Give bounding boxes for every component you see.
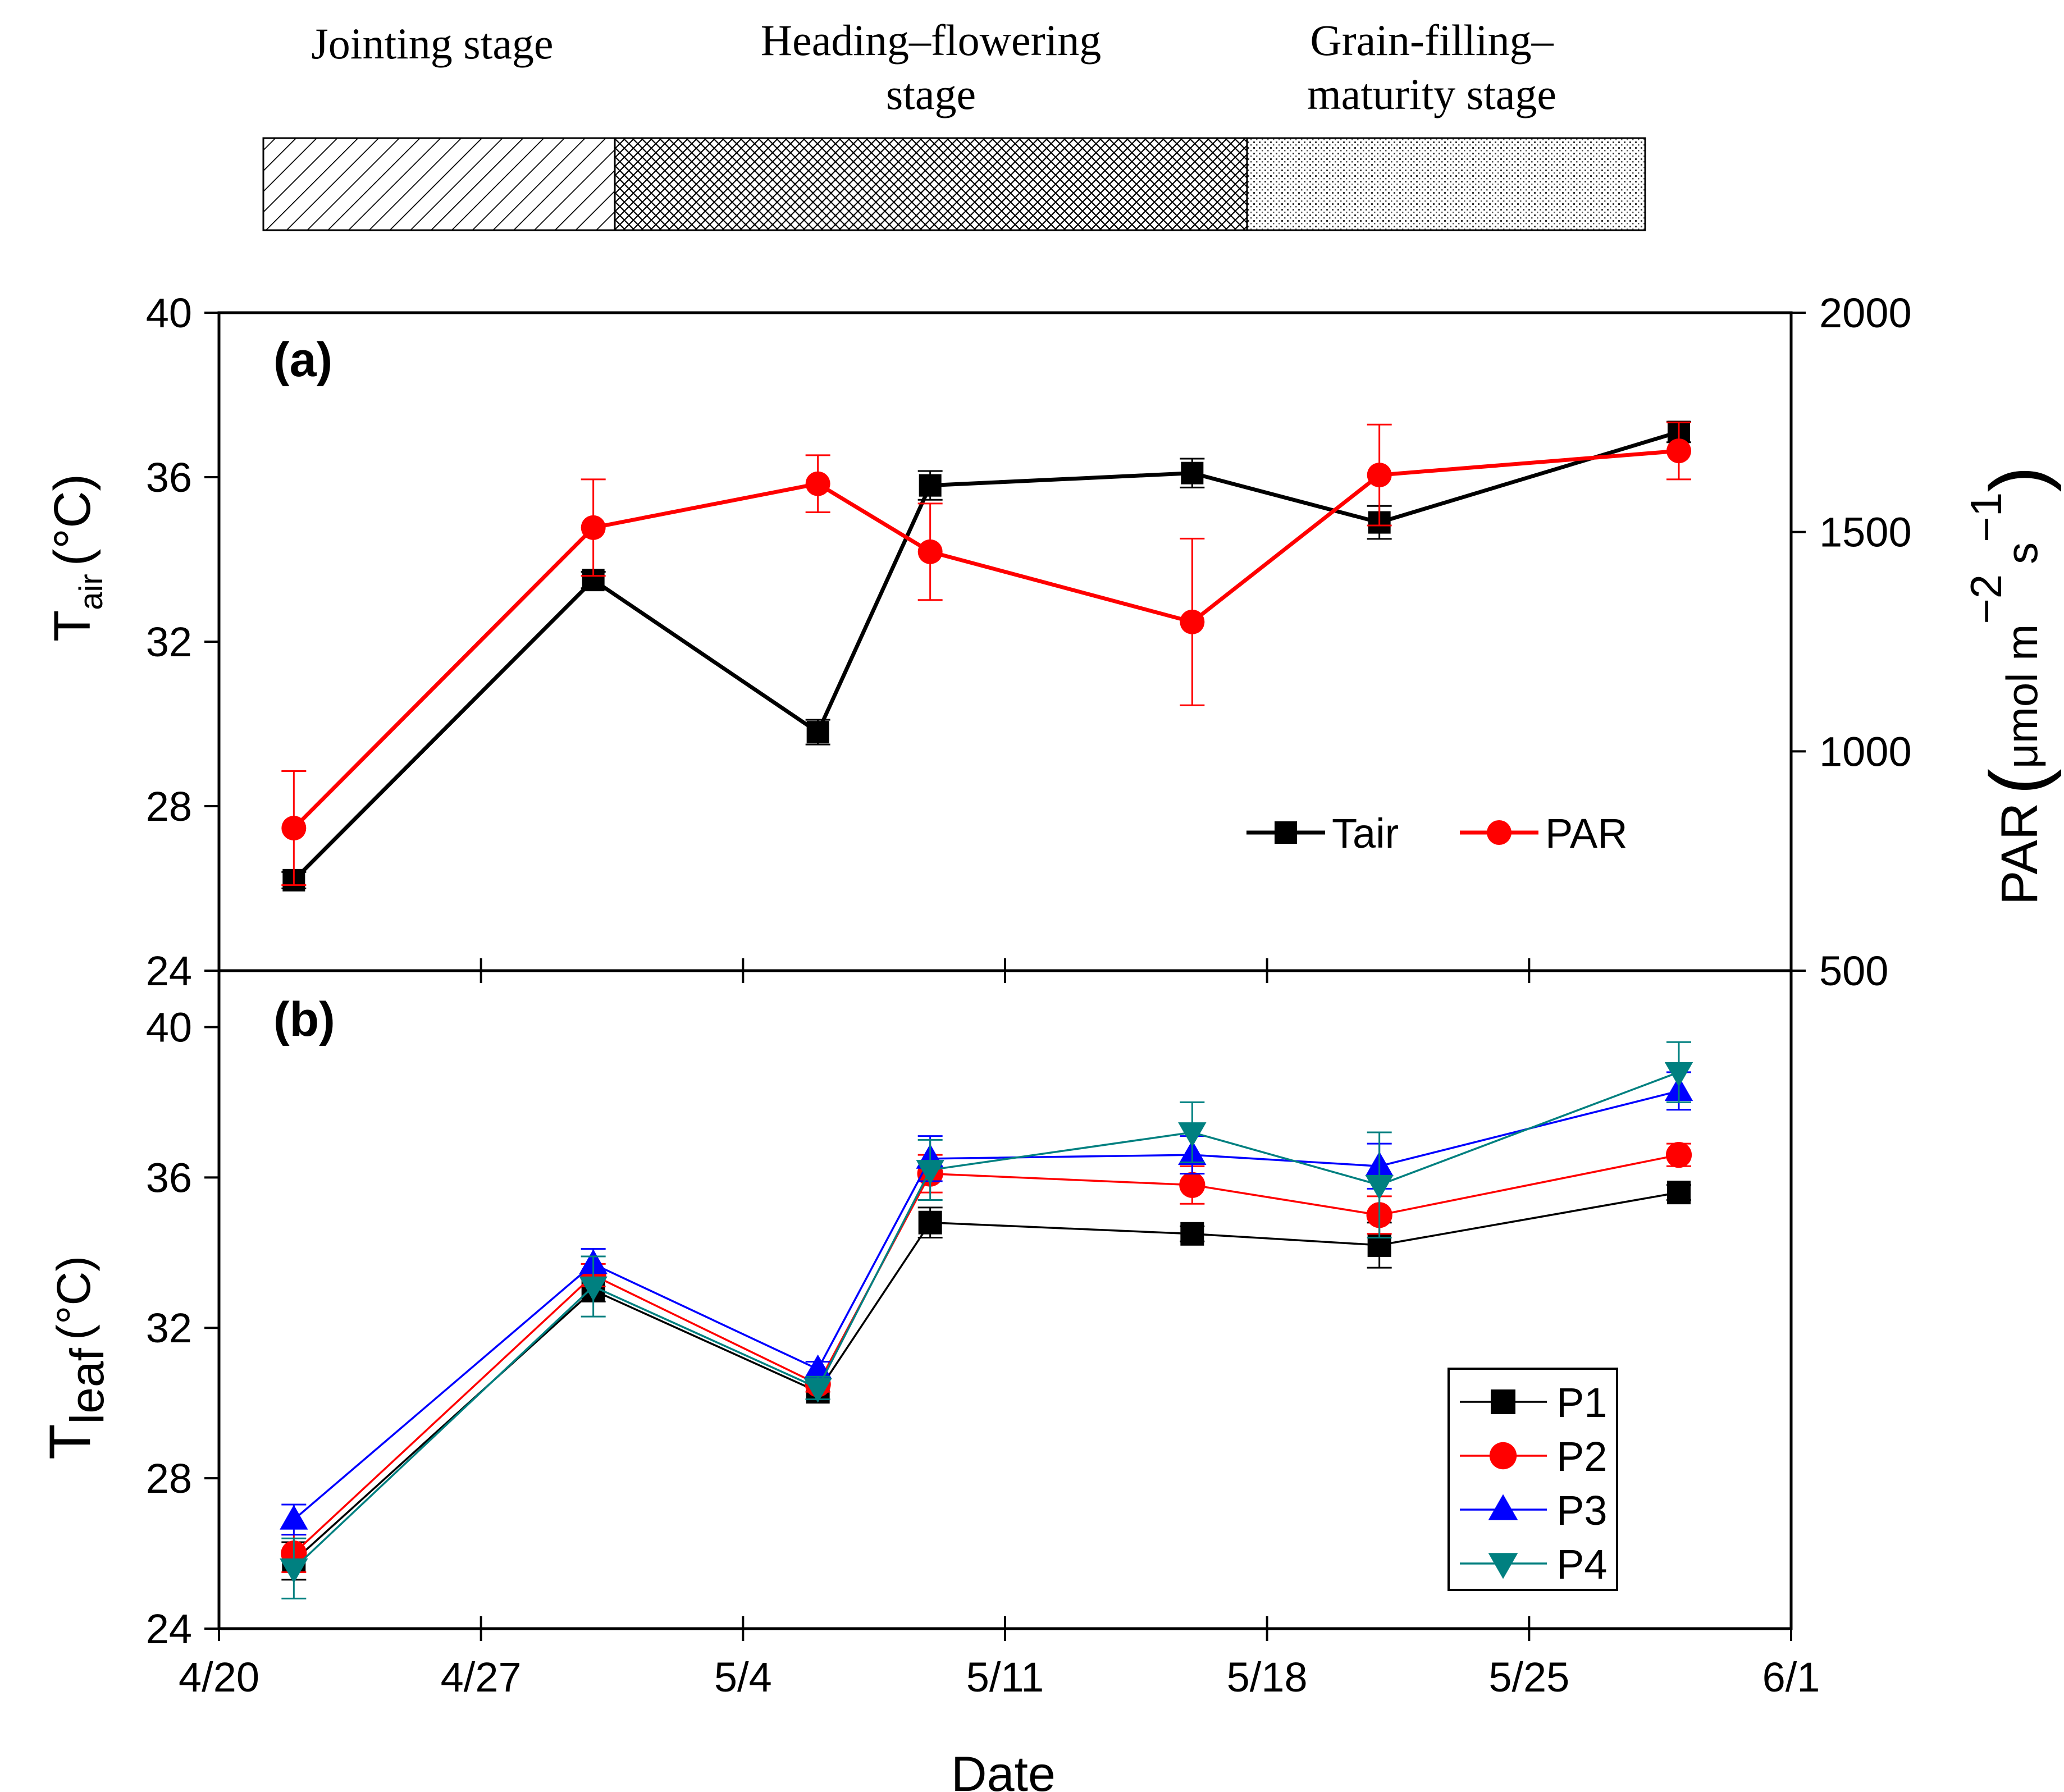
data-point-P4 [579,1276,608,1301]
stage-grain-filling-label-line2: maturity stage [1307,70,1556,118]
panel-b-ylabel-unit: (°C) [47,1256,100,1340]
legend-label-Tair: Tair [1332,810,1399,857]
y-tick-label: 500 [1819,948,1888,994]
legend-box [1447,1368,1618,1591]
data-point-P1 [1667,1181,1691,1205]
stage-heading-flowering-bar [614,137,1248,231]
data-point-Tair [919,474,942,497]
stage-heading-flowering-label-line2: stage [886,70,976,118]
data-point-P4 [916,1160,944,1185]
panel-a-y-ticks-right: 500 1000 1500 2000 [1791,290,1912,994]
panel-b-label: (b) [273,993,335,1046]
y-tick-label: 28 [146,1455,192,1502]
data-point-P3 [280,1505,308,1530]
panel-a-ylabel-left-unit: (°C) [44,474,101,566]
x-tick-label: 5/25 [1488,1654,1569,1700]
panel-b-ylabel-main: T [38,1424,103,1460]
data-point-PAR [1367,463,1392,488]
panel-a-ylabel-right-exp2: −1 [1961,492,2011,542]
x-tick-label: 5/11 [966,1654,1044,1700]
stage-jointing-label: Jointing stage [311,19,553,68]
legend-label-P2: P2 [1556,1433,1608,1480]
y-tick-label: 1500 [1819,509,1912,556]
y-tick-label: 1000 [1819,728,1912,775]
panel-b-ylabel-sub: leaf [61,1347,113,1424]
y-tick-label: 2000 [1819,290,1912,336]
legend-label-P1: P1 [1556,1379,1608,1426]
y-tick-label: 36 [146,454,192,501]
panel-b: (b) 4/20 4/27 5/4 5/11 5/18 5/25 6/1 24 28 32 36 4… [38,969,1820,1792]
y-tick-label: 28 [146,783,192,830]
panel-b-legend: P1 P2 P3 P4 [1447,1368,1618,1591]
panel-a-ylabel-right-main: PAR [1991,803,2048,905]
panel-b-y-ticks: 24 28 32 36 40 [146,1004,219,1652]
panel-a-ylabel-left: Tair (°C) [44,474,109,642]
legend-marker-P3 [1488,1494,1518,1520]
data-point-P4 [1365,1174,1394,1200]
data-point-PAR [281,816,307,841]
legend-label-P3: P3 [1556,1487,1608,1534]
data-point-P4 [1664,1062,1693,1087]
data-point-PAR [917,539,943,564]
series-line-PAR [292,449,1679,830]
data-point-P4 [280,1558,308,1584]
x-axis-label: Date [951,1746,1056,1792]
series-line-Tair [292,430,1680,882]
legend-marker-PAR [1487,820,1512,845]
data-point-P2 [1179,1172,1205,1198]
x-tick-label: 4/27 [441,1654,522,1700]
panel-a-ylabel-right: PAR(μmol m−2s−1) [1961,466,2062,905]
data-point-P4 [1178,1122,1207,1148]
data-point-P1 [1180,1222,1204,1246]
legend-marker-P1 [1491,1389,1515,1414]
y-tick-label: 36 [146,1154,192,1201]
panel-a-frame [217,311,1793,972]
panel-b-x-ticks: 4/20 4/27 5/4 5/11 5/18 5/25 6/1 [179,1616,1820,1700]
panel-a-series [281,420,1691,892]
stage-grain-filling-bar [1246,137,1646,231]
panel-a-legend: Tair PAR [1246,810,1628,857]
legend-label-P4: P4 [1556,1541,1608,1588]
x-tick-label: 4/20 [179,1654,259,1700]
stage-bar: Jointing stage Heading–flowering stage G… [262,16,1646,231]
panel-a-ylabel-right-s: s [1997,542,2047,564]
panel-a-ylabel-left-main: T [44,610,101,642]
data-point-P4 [803,1378,832,1403]
stage-jointing-bar [262,137,616,231]
data-point-PAR [1180,609,1205,634]
panel-b-series [280,1041,1693,1599]
panel-a-label: (a) [273,333,332,387]
x-tick-label: 6/1 [1762,1654,1820,1700]
legend-label-PAR: PAR [1545,810,1628,857]
y-tick-label: 40 [146,1004,192,1050]
y-tick-label: 24 [146,1606,192,1652]
panel-a-ylabel-right-unit: μmol m [1997,624,2047,769]
data-point-P2 [1665,1142,1692,1168]
panel-a-ylabel-right-exp1: −2 [1961,574,2011,624]
stage-heading-flowering-label-line1: Heading–flowering [761,16,1101,65]
legend-marker-P2 [1489,1442,1517,1470]
data-point-PAR [1666,438,1691,464]
data-point-Tair [806,721,829,744]
y-tick-label: 32 [146,619,192,665]
stage-grain-filling-label-line1: Grain-filling– [1310,16,1554,65]
y-tick-label: 24 [146,948,192,994]
data-point-P1 [918,1210,942,1235]
panel-a-y-ticks-left: 24 28 32 36 40 [146,290,219,994]
x-tick-label: 5/4 [714,1654,772,1700]
panel-a-ylabel-left-sub: air [73,574,109,610]
data-point-Tair [1181,461,1204,484]
data-point-PAR [805,471,830,496]
y-tick-label: 32 [146,1305,192,1351]
panel-b-ylabel: Tleaf (°C) [38,1256,113,1460]
y-tick-label: 40 [146,290,192,336]
data-point-PAR [581,515,606,540]
legend-marker-P4 [1488,1553,1518,1579]
legend-marker-Tair [1275,821,1297,844]
x-tick-label: 5/18 [1227,1654,1308,1700]
